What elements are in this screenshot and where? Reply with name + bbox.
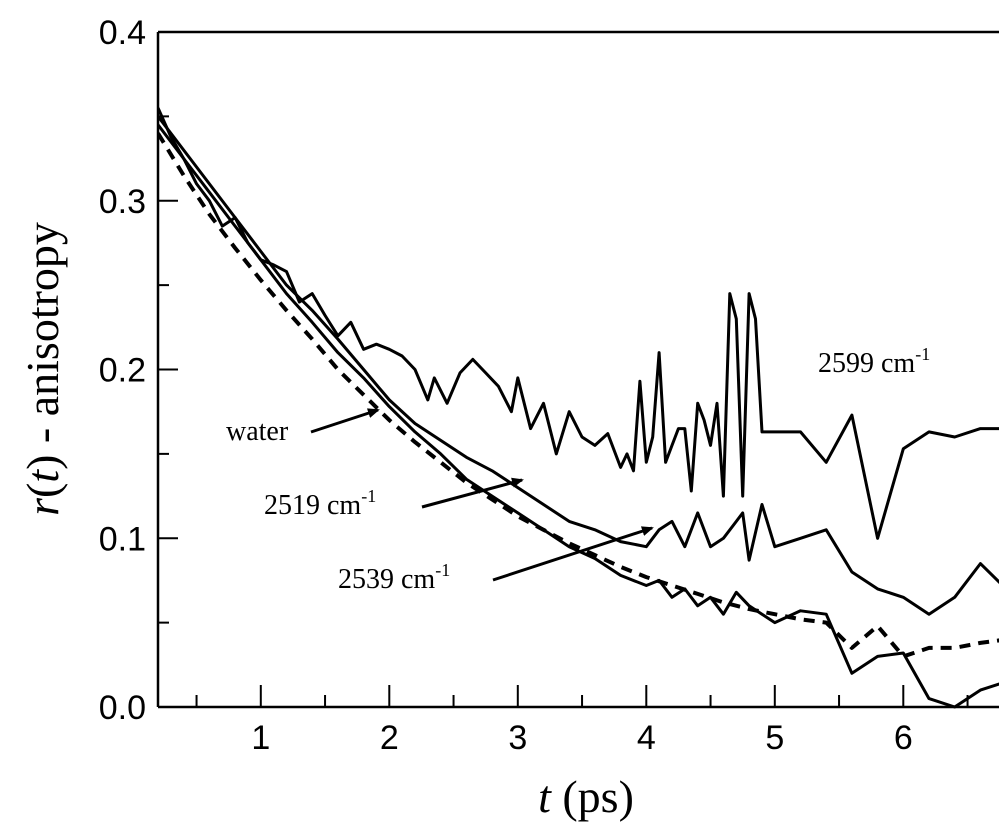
- x-tick-label: 1: [251, 719, 270, 757]
- series-water: [158, 132, 999, 659]
- y-tick-label: 0.4: [99, 14, 146, 52]
- y-tick-label: 0.2: [99, 352, 146, 390]
- arrow-water: [310, 408, 380, 434]
- x-tick-label: 5: [765, 719, 784, 757]
- arrow-2519: [421, 477, 524, 509]
- annotation-2539: 2539 cm-1: [338, 560, 450, 595]
- x-tick-label: 3: [508, 719, 527, 757]
- y-tick-label: 0.0: [99, 689, 146, 727]
- x-tick-label: 4: [637, 719, 656, 757]
- x-tick-label: 6: [894, 719, 913, 757]
- y-tick-label: 0.1: [99, 520, 146, 558]
- x-tick-label: 2: [380, 719, 399, 757]
- series-2599-cm-1: [158, 107, 999, 540]
- arrow-2539: [492, 526, 654, 582]
- annotation-2599: 2599 cm-1: [818, 344, 930, 379]
- series-layer: [158, 107, 999, 709]
- ticks-layer: 1 2 3 4 5 6 0.0 0.1 0.2 0.3 0.4: [99, 14, 969, 757]
- x-axis-label: t (ps): [538, 771, 634, 822]
- annotation-2519: 2519 cm-1: [264, 486, 376, 521]
- annotation-water: water: [226, 416, 289, 447]
- y-axis-label: r(t) - anisotropy: [17, 222, 68, 516]
- series-2519-cm-1: [158, 115, 999, 616]
- y-tick-label: 0.3: [99, 183, 146, 221]
- series-2539-cm-1: [158, 123, 999, 709]
